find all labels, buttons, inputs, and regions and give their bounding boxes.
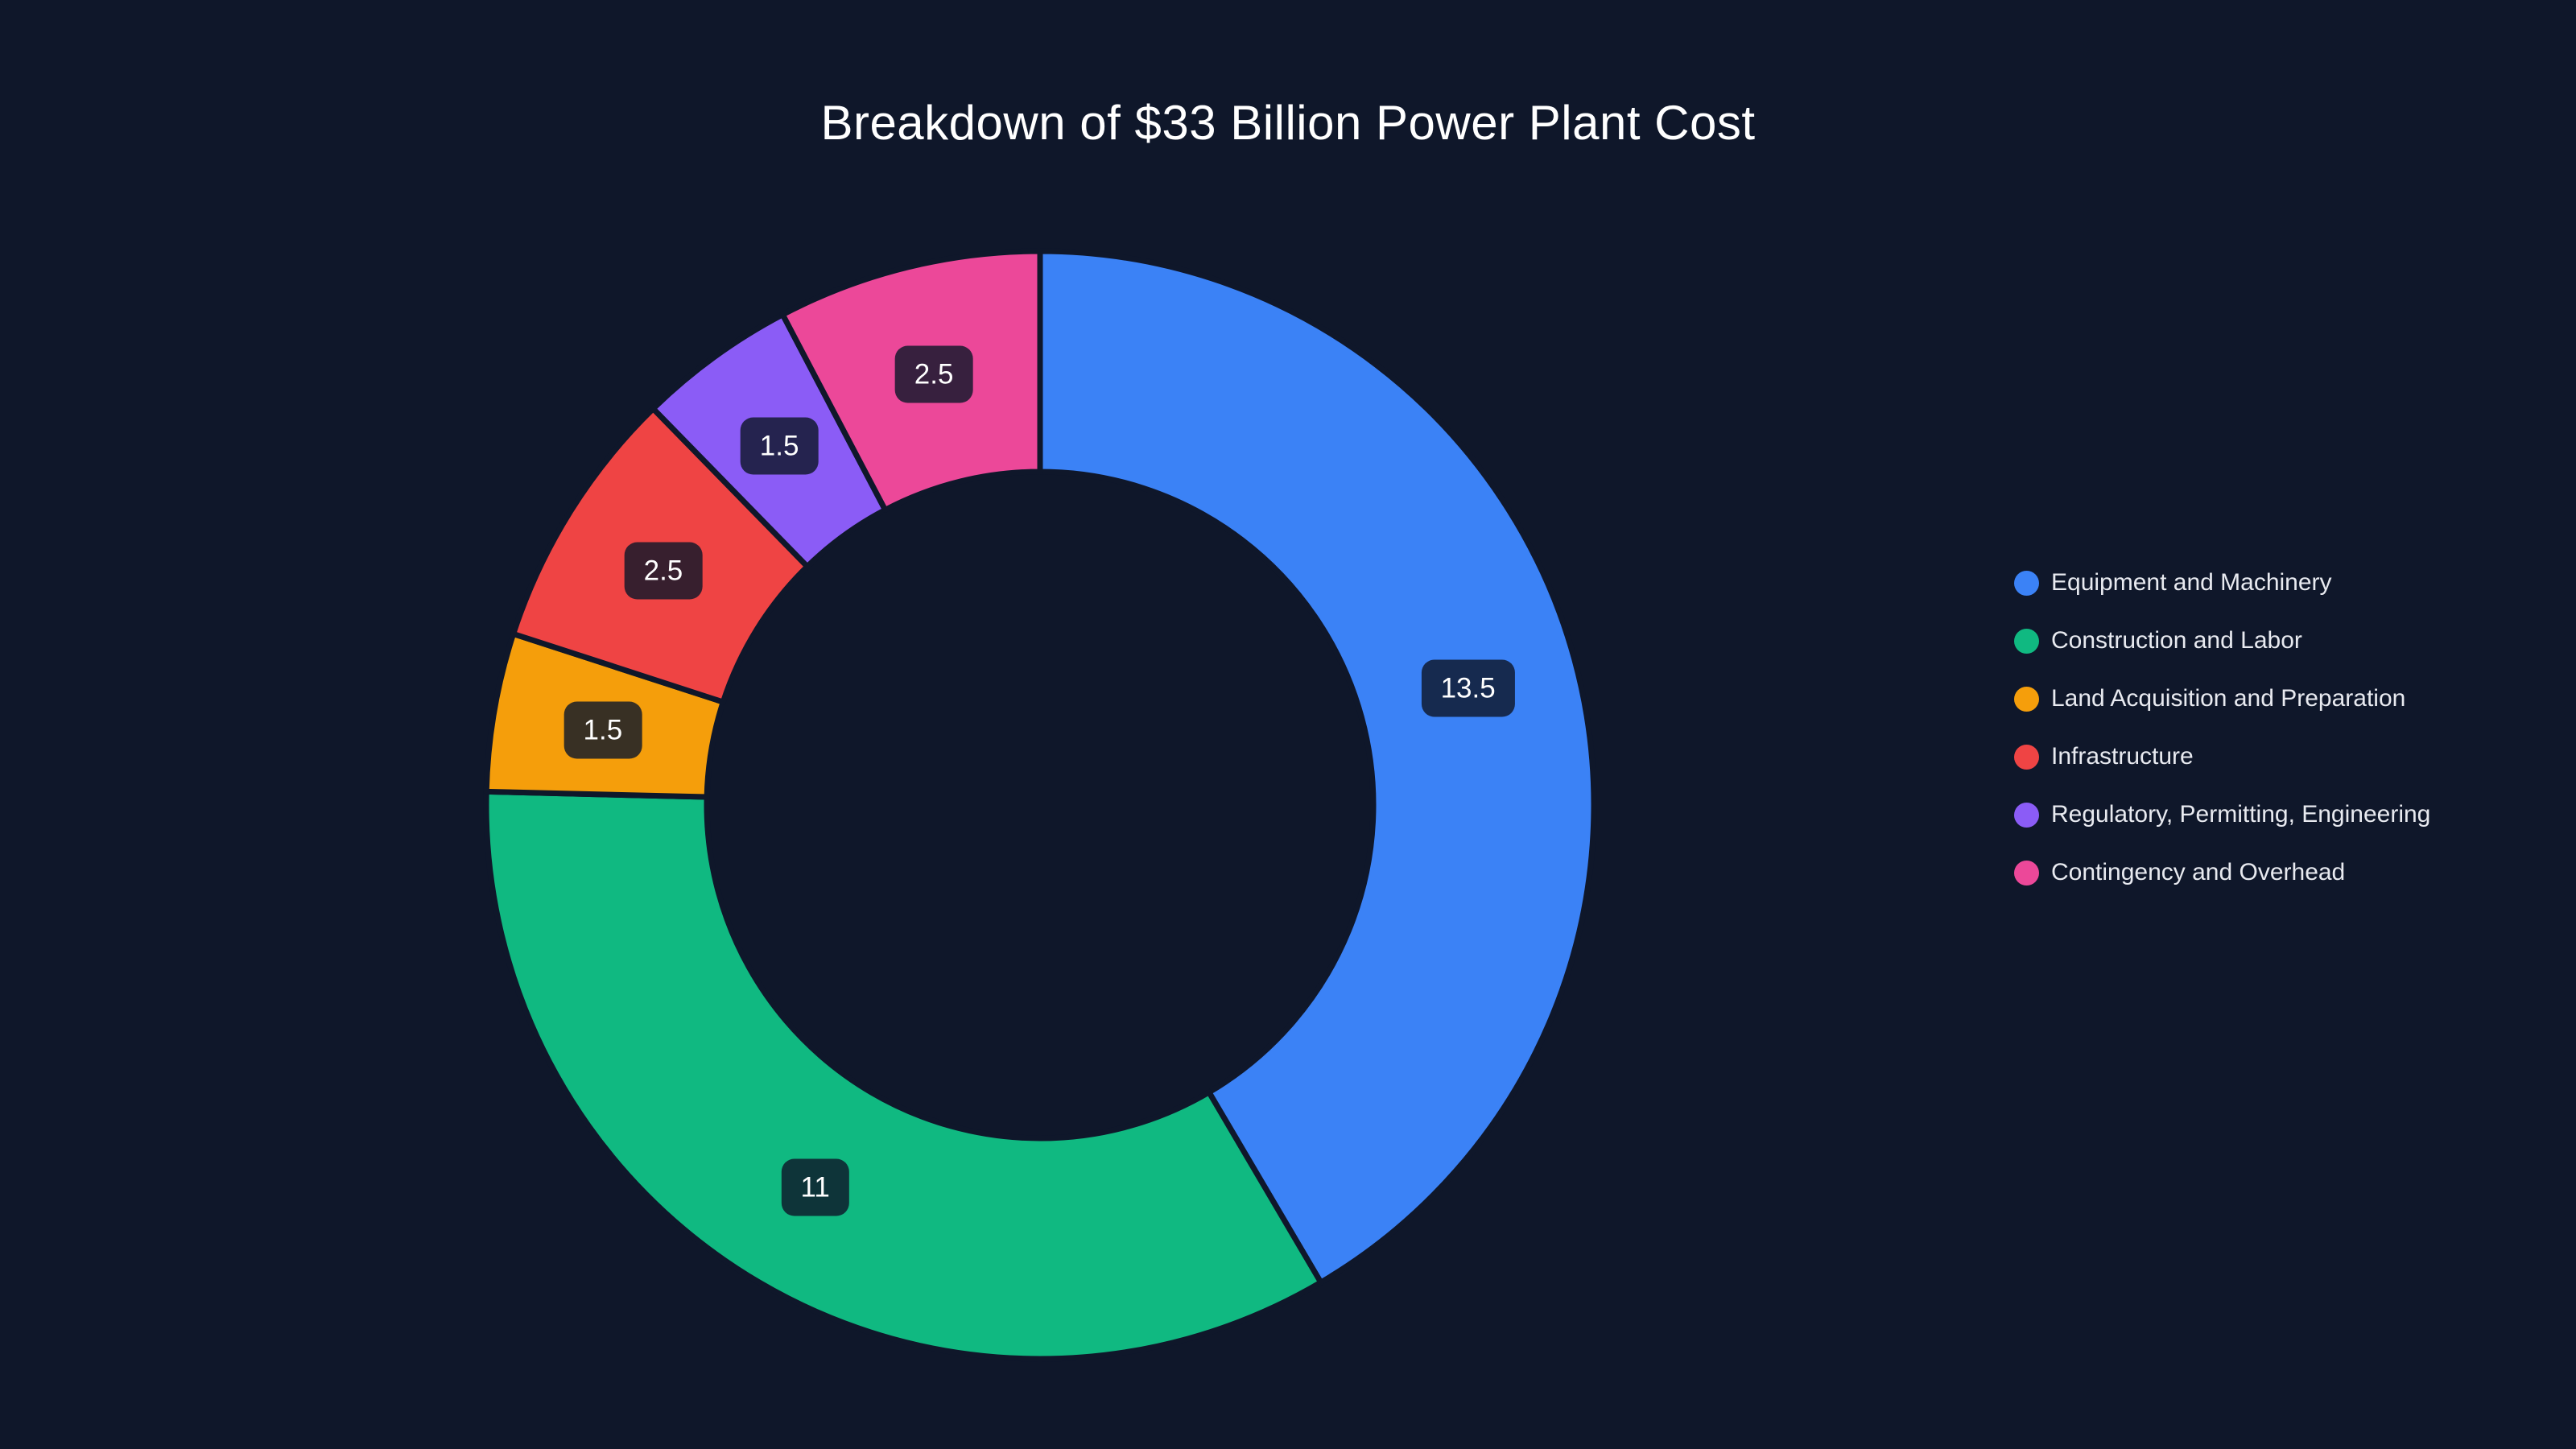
legend-label: Regulatory, Permitting, Engineering	[2051, 801, 2431, 828]
legend-color-dot	[2014, 628, 2039, 654]
legend-label: Land Acquisition and Preparation	[2051, 685, 2406, 712]
legend-color-dot	[2014, 744, 2039, 770]
legend-color-dot	[2014, 802, 2039, 828]
legend-label: Infrastructure	[2051, 743, 2194, 770]
slice-value-label: 13.5	[1421, 659, 1515, 717]
slice-value-label: 2.5	[624, 542, 703, 600]
chart-title: Breakdown of $33 Billion Power Plant Cos…	[820, 96, 1756, 150]
legend-label: Construction and Labor	[2051, 627, 2302, 654]
legend-color-dot	[2014, 860, 2039, 886]
legend-item-5[interactable]: Regulatory, Permitting, Engineering	[2014, 786, 2430, 844]
legend-item-2[interactable]: Construction and Labor	[2014, 612, 2430, 670]
slice-value-label: 1.5	[740, 417, 819, 475]
legend-item-4[interactable]: Infrastructure	[2014, 728, 2430, 786]
legend: Equipment and Machinery Construction and …	[2014, 554, 2430, 902]
legend-item-1[interactable]: Equipment and Machinery	[2014, 554, 2430, 612]
pie-slice-2[interactable]	[483, 788, 1324, 1362]
legend-label: Contingency and Overhead	[2051, 859, 2346, 886]
pie-slice-1[interactable]	[1037, 248, 1597, 1286]
legend-label: Equipment and Machinery	[2051, 569, 2332, 596]
legend-color-dot	[2014, 686, 2039, 712]
slice-value-label: 11	[781, 1158, 849, 1216]
legend-item-6[interactable]: Contingency and Overhead	[2014, 844, 2430, 902]
legend-color-dot	[2014, 570, 2039, 596]
slice-value-label: 1.5	[564, 701, 642, 759]
legend-item-3[interactable]: Land Acquisition and Preparation	[2014, 670, 2430, 728]
slice-value-label: 2.5	[894, 345, 973, 403]
